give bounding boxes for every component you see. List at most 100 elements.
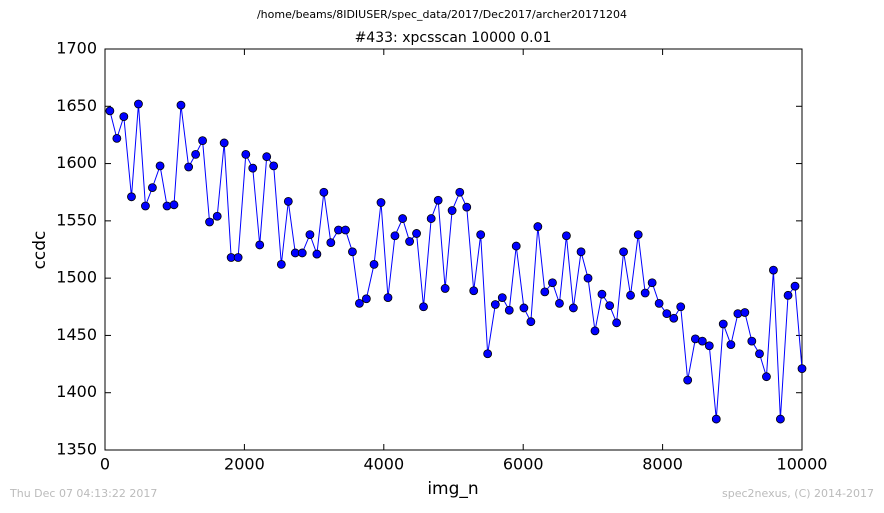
data-point <box>433 195 443 205</box>
data-point <box>233 253 243 262</box>
y-tick-label: 1700 <box>56 39 97 58</box>
data-point <box>447 206 457 215</box>
data-point <box>597 289 607 299</box>
data-point <box>276 259 286 269</box>
data-point <box>797 364 807 374</box>
x-tick-label: 0 <box>100 455 110 474</box>
data-point <box>476 230 486 240</box>
data-point <box>490 300 500 309</box>
data-point <box>205 217 214 227</box>
x-tick-label: 6000 <box>503 455 544 474</box>
data-point <box>355 298 364 308</box>
data-point <box>348 247 357 257</box>
data-point <box>105 106 115 116</box>
y-tick-label: 1600 <box>56 153 97 172</box>
data-point <box>141 201 150 211</box>
data-point <box>511 241 521 251</box>
data-point <box>269 161 279 171</box>
data-point <box>755 349 764 359</box>
data-point <box>312 249 322 259</box>
data-point <box>369 259 379 269</box>
data-point <box>533 222 543 231</box>
data-point <box>219 138 229 148</box>
data-point <box>376 198 386 207</box>
y-tick-label: 1450 <box>56 325 97 344</box>
data-point <box>504 305 514 315</box>
data-point <box>562 231 571 241</box>
footer-left: Thu Dec 07 04:13:22 2017 <box>9 487 157 500</box>
data-point <box>184 162 194 172</box>
data-point <box>704 341 714 351</box>
data-point <box>297 248 307 258</box>
data-point <box>390 231 400 241</box>
data-point <box>212 211 222 221</box>
data-point <box>405 237 414 246</box>
data-point <box>640 288 650 298</box>
data-point <box>155 161 165 171</box>
data-point <box>176 100 186 110</box>
data-point <box>676 302 686 312</box>
data-point <box>747 336 757 346</box>
data-point <box>112 133 122 143</box>
data-point <box>540 287 550 297</box>
data-point <box>619 247 628 257</box>
data-point <box>341 225 350 235</box>
y-axis-label: ccdc <box>30 231 50 270</box>
data-point <box>662 309 672 319</box>
data-point <box>497 293 507 303</box>
data-point <box>255 240 265 250</box>
data-point <box>762 372 771 382</box>
data-point <box>134 99 143 109</box>
plot-frame <box>104 48 803 451</box>
data-point <box>483 349 493 359</box>
data-point <box>198 136 207 146</box>
data-point <box>419 302 428 312</box>
data-point <box>654 298 664 308</box>
data-point <box>583 273 593 283</box>
footer-right: spec2nexus, (C) 2014-2017 <box>722 487 874 500</box>
data-point <box>775 414 785 424</box>
data-point <box>169 200 179 210</box>
data-point <box>191 150 201 159</box>
data-point <box>711 414 721 424</box>
data-point <box>612 318 621 328</box>
data-point <box>326 238 336 248</box>
data-point <box>319 187 329 197</box>
data-point <box>440 284 450 293</box>
data-point <box>669 313 679 323</box>
y-tick-label: 1650 <box>56 96 97 115</box>
series-line <box>109 103 803 420</box>
data-point <box>412 229 421 238</box>
data-point <box>555 298 564 308</box>
x-tick-label: 4000 <box>363 455 404 474</box>
y-tick-label: 1350 <box>56 440 97 459</box>
data-point <box>426 214 436 223</box>
data-point <box>469 286 479 296</box>
data-point <box>605 301 615 311</box>
x-axis-label: img_n <box>427 479 478 499</box>
data-point <box>262 152 272 162</box>
data-point <box>383 293 393 303</box>
data-point <box>740 308 750 317</box>
data-point <box>568 303 578 313</box>
x-tick-label: 2000 <box>224 455 265 474</box>
data-point <box>119 112 129 121</box>
data-point <box>726 340 736 349</box>
data-point <box>783 290 793 300</box>
data-point <box>462 202 472 212</box>
y-tick-label: 1550 <box>56 210 97 229</box>
y-tick-label: 1500 <box>56 268 97 287</box>
data-point <box>548 278 557 288</box>
data-point <box>127 192 136 202</box>
data-point <box>147 183 157 193</box>
data-point <box>576 247 586 257</box>
data-point <box>718 319 728 329</box>
data-point <box>769 265 778 275</box>
data-point <box>697 336 707 346</box>
data-point <box>647 278 657 288</box>
data-point <box>526 317 536 327</box>
x-tick-label: 10000 <box>777 455 828 474</box>
x-tick-label: 8000 <box>642 455 683 474</box>
data-point <box>241 150 251 159</box>
suptitle: /home/beams/8IDIUSER/spec_data/2017/Dec2… <box>257 8 627 21</box>
